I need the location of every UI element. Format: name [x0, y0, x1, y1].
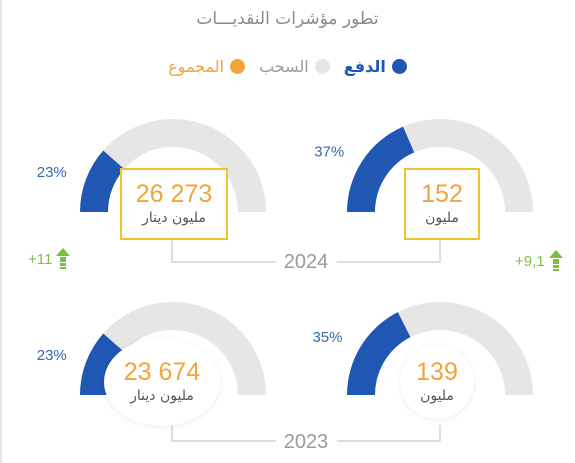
gauge-payment-segment [80, 150, 125, 212]
frame-border [0, 0, 2, 463]
legend-dot-payment [391, 59, 407, 74]
total-value: 139 [416, 358, 458, 386]
legend-item-payment: الدفع [344, 57, 407, 76]
total-value: 26 273 [135, 180, 213, 208]
gauge-payment-segment [347, 312, 411, 395]
gauge-percent-label: 35% [312, 329, 342, 346]
growth-right: +9,1 [515, 250, 563, 272]
total-value: 152 [421, 180, 463, 208]
growth-left-value: +11 [28, 250, 53, 268]
legend-item-total: المجموع [168, 57, 246, 76]
legend-label-withdrawal: السحب [259, 57, 309, 76]
legend-label-total: المجموع [168, 57, 225, 76]
legend-label-payment: الدفع [343, 57, 386, 76]
gauge-percent-label: 23% [37, 164, 67, 181]
growth-up-arrow-icon [548, 250, 563, 272]
gauge-withdrawal-segment [103, 119, 266, 212]
total-box-2024-count: 152 مليون [404, 168, 480, 240]
legend-item-withdrawal: السحب [259, 57, 330, 76]
year-label-2023: 2023 [275, 431, 337, 454]
gauge-payment-segment [347, 126, 415, 212]
total-circle-2023-count: 139 مليون [400, 345, 474, 419]
gauge-percent-label: 23% [37, 347, 67, 364]
gauge-payment-segment [80, 333, 125, 395]
year-label-2024: 2024 [275, 251, 337, 274]
gauge-withdrawal-segment [103, 301, 266, 395]
total-circle-2023-amount: 23 674 مليون دينار [104, 338, 220, 426]
growth-up-arrow-icon [56, 248, 71, 270]
gauge-percent-label: 37% [314, 143, 344, 160]
legend-dot-withdrawal [314, 59, 330, 74]
total-unit: مليون [420, 388, 454, 404]
total-value: 23 674 [123, 358, 201, 386]
legend-dot-total [230, 59, 246, 74]
total-box-2024-amount: 26 273 مليون دينار [120, 168, 228, 240]
legend: الدفع السحب المجموع [0, 57, 575, 76]
growth-left: +11 [28, 248, 71, 270]
total-unit: مليون دينار [142, 210, 206, 226]
growth-right-value: +9,1 [515, 252, 545, 270]
gauge-withdrawal-segment [397, 301, 533, 395]
total-unit: مليون [425, 210, 459, 226]
chart-title: تطور مؤشرات النقديـــات [196, 9, 379, 29]
total-unit: مليون دينار [130, 388, 194, 404]
gauge-withdrawal-segment [403, 118, 533, 212]
